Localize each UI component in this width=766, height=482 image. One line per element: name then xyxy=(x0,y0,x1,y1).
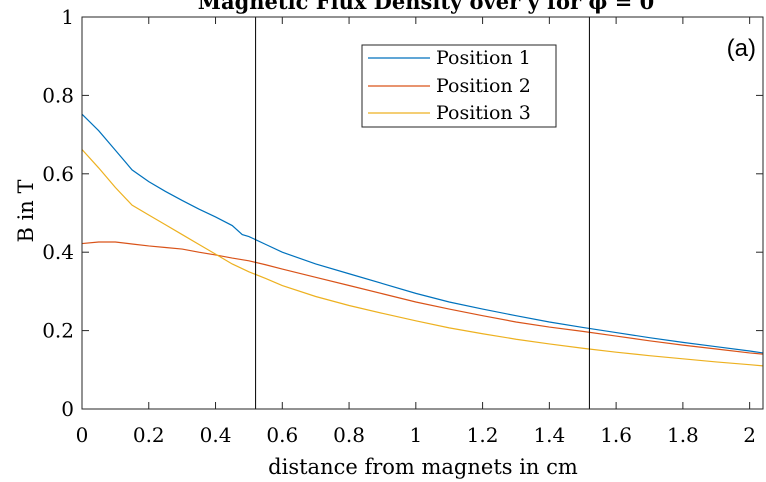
x-tick-label: 0.8 xyxy=(333,423,365,447)
x-tick-label: 2 xyxy=(743,423,756,447)
y-tick-label: 1 xyxy=(61,5,74,29)
chart-title: Magnetic Flux Density over y for φ = 0 xyxy=(198,0,654,14)
x-tick-label: 1 xyxy=(409,423,422,447)
y-tick-label: 0 xyxy=(61,397,74,421)
x-tick-label: 1.2 xyxy=(467,423,499,447)
x-tick-label: 1.4 xyxy=(533,423,565,447)
x-tick-label: 1.8 xyxy=(667,423,699,447)
series-line-position-1 xyxy=(82,114,763,353)
x-tick-label: 0.4 xyxy=(200,423,232,447)
legend-label-position-1: Position 1 xyxy=(436,47,531,69)
y-tick-label: 0.4 xyxy=(42,240,74,264)
y-axis-label: B in T xyxy=(14,179,38,242)
y-tick-label: 0.8 xyxy=(42,83,74,107)
x-axis-label: distance from magnets in cm xyxy=(268,455,578,479)
y-tick-label: 0.6 xyxy=(42,162,74,186)
series-line-position-3 xyxy=(82,150,763,366)
legend-label-position-3: Position 3 xyxy=(436,102,531,124)
y-tick-label: 0.2 xyxy=(42,319,74,343)
panel-annotation: (a) xyxy=(727,35,756,62)
x-tick-label: 0.6 xyxy=(266,423,298,447)
x-tick-label: 0 xyxy=(76,423,89,447)
legend: Position 1 Position 2 Position 3 xyxy=(362,45,556,127)
series-layer xyxy=(82,114,763,366)
series-line-position-2 xyxy=(82,242,763,354)
x-tick-label: 0.2 xyxy=(133,423,165,447)
x-tick-label: 1.6 xyxy=(600,423,632,447)
legend-label-position-2: Position 2 xyxy=(436,75,531,97)
